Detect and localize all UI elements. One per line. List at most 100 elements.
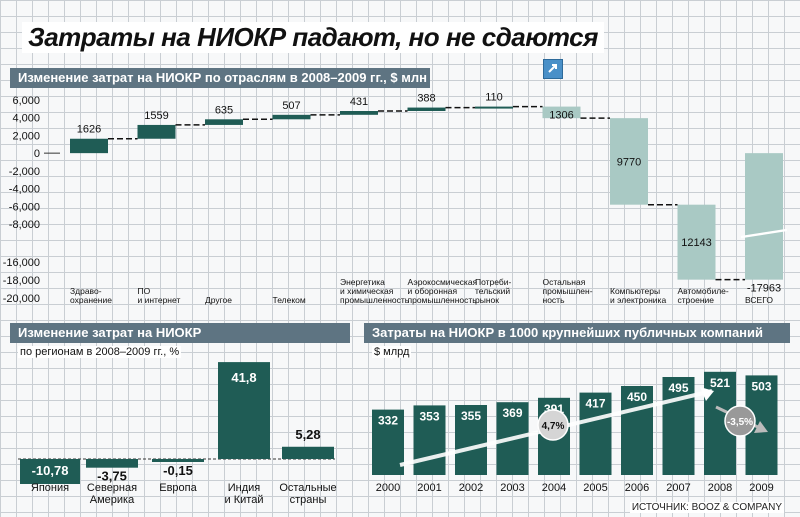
decline-arrowhead bbox=[754, 421, 768, 433]
category-label: ПО и интернет bbox=[138, 286, 181, 305]
category-label: Остальная промышлен-ность bbox=[543, 277, 593, 305]
companies-bar-chart: 3322000353200135520023692003391200441720… bbox=[372, 371, 778, 494]
bar bbox=[152, 459, 204, 462]
category-label: Телеком bbox=[273, 295, 306, 305]
bar bbox=[340, 111, 378, 115]
value-label: -10,78 bbox=[32, 463, 69, 478]
value-label: -0,15 bbox=[163, 463, 193, 478]
year-label: 2002 bbox=[459, 482, 483, 494]
category-label: Аэрокосмическая и оборонная промышленность bbox=[408, 277, 478, 305]
chart2-title: Изменение затрат на НИОКР bbox=[18, 325, 202, 340]
value-label: 355 bbox=[461, 409, 481, 423]
value-label: 388 bbox=[417, 93, 435, 105]
value-label: 5,28 bbox=[295, 427, 320, 442]
y-tick-label: -2,000 bbox=[9, 166, 40, 178]
y-tick-label: -18,000 bbox=[3, 275, 40, 287]
page-title: Затраты на НИОКР падают, но не сдаются bbox=[22, 22, 604, 53]
year-label: 2003 bbox=[500, 482, 524, 494]
waterfall-chart: 6,000 4,000 2,000 0 -2,000 -4,000 -6,000 -8,000… bbox=[3, 92, 787, 305]
value-label: 1306 bbox=[549, 110, 573, 122]
chart1-title: Изменение затрат на НИОКР по отраслям в … bbox=[18, 70, 427, 85]
bar bbox=[86, 459, 138, 468]
year-label: 2004 bbox=[542, 482, 566, 494]
bar bbox=[413, 405, 446, 475]
bar bbox=[579, 392, 612, 475]
bar bbox=[662, 377, 695, 475]
y-tick-label: -4,000 bbox=[9, 184, 40, 196]
value-label: 507 bbox=[282, 100, 300, 112]
y-tick-label: 6,000 bbox=[12, 95, 40, 107]
y-tick-label: -8,000 bbox=[9, 219, 40, 231]
y-tick-label: 4,000 bbox=[12, 113, 40, 125]
value-label: 41,8 bbox=[231, 370, 256, 385]
year-label: 2005 bbox=[583, 482, 607, 494]
y-tick-label: 0 bbox=[34, 148, 40, 160]
value-label: 1559 bbox=[144, 110, 168, 122]
category-label: Автомобиле-строение bbox=[678, 286, 729, 305]
bar bbox=[745, 153, 783, 280]
category-label: Индия и Китай bbox=[225, 482, 264, 506]
bar bbox=[218, 362, 270, 459]
decline-badge bbox=[724, 405, 756, 437]
trend-arrowhead bbox=[700, 387, 714, 401]
value-label: 9770 bbox=[617, 156, 641, 168]
year-label: 2001 bbox=[417, 482, 441, 494]
growth-badge bbox=[537, 409, 569, 441]
axis-break bbox=[741, 228, 787, 239]
bar bbox=[455, 405, 487, 475]
y-tick-label: 2,000 bbox=[12, 130, 40, 142]
bar bbox=[272, 114, 311, 120]
value-label: 503 bbox=[751, 379, 771, 393]
bar bbox=[475, 106, 513, 109]
bar bbox=[407, 107, 446, 112]
chart2-header: Изменение затрат на НИОКР bbox=[10, 323, 350, 343]
value-label: 431 bbox=[350, 96, 368, 108]
value-label: 635 bbox=[215, 104, 233, 116]
chart2-subtitle: по регионам в 2008–2009 гг., % bbox=[18, 346, 182, 358]
bar bbox=[20, 459, 80, 484]
bar bbox=[137, 124, 176, 139]
value-label: 12143 bbox=[681, 237, 712, 249]
year-label: 2007 bbox=[666, 482, 690, 494]
bar bbox=[542, 106, 581, 119]
category-label: Потреби-тельский рынок bbox=[475, 277, 512, 305]
bar bbox=[372, 409, 404, 475]
value-label: -3,75 bbox=[97, 469, 127, 484]
bar bbox=[70, 138, 108, 154]
bar bbox=[621, 386, 653, 475]
chart3-header: Затраты на НИОКР в 1000 крупнейших публи… bbox=[364, 323, 790, 360]
bar bbox=[677, 204, 716, 280]
value-label: 110 bbox=[485, 92, 503, 104]
value-label: -17963 bbox=[747, 283, 781, 295]
value-label: 495 bbox=[668, 381, 688, 395]
category-label: Северная Америка bbox=[87, 482, 137, 506]
source-note: ИСТОЧНИК: BOOZ & COMPANY bbox=[629, 502, 784, 513]
y-tick-label: -20,000 bbox=[3, 293, 40, 305]
category-label: Здраво-охранение bbox=[70, 286, 112, 305]
growth-label: 4,7% bbox=[542, 421, 565, 432]
value-label: 353 bbox=[419, 409, 439, 423]
decline-label: -3,5% bbox=[727, 417, 753, 428]
value-label: 450 bbox=[627, 390, 647, 404]
category-label: Энергетика и химическая промышленность bbox=[340, 277, 410, 305]
chart1-header: Изменение затрат на НИОКР по отраслям в … bbox=[10, 68, 430, 88]
year-label: 2008 bbox=[708, 482, 732, 494]
value-label: 1626 bbox=[77, 124, 101, 136]
y-tick-label: -6,000 bbox=[9, 201, 40, 213]
category-label: Остальные страны bbox=[279, 482, 336, 506]
category-label: ВСЕГО bbox=[745, 295, 773, 305]
y-tick-label: -16,000 bbox=[3, 257, 40, 269]
bar bbox=[610, 118, 648, 205]
category-label: Япония bbox=[31, 482, 69, 494]
value-label: 369 bbox=[502, 406, 522, 420]
category-label: Компьютеры и электроника bbox=[610, 286, 666, 305]
year-label: 2009 bbox=[749, 482, 773, 494]
bar bbox=[282, 446, 334, 459]
category-label: Другое bbox=[205, 295, 232, 305]
value-label: 521 bbox=[710, 376, 730, 390]
year-label: 2000 bbox=[376, 482, 400, 494]
year-label: 2006 bbox=[625, 482, 649, 494]
bar bbox=[205, 119, 243, 125]
expand-icon[interactable] bbox=[543, 59, 563, 79]
